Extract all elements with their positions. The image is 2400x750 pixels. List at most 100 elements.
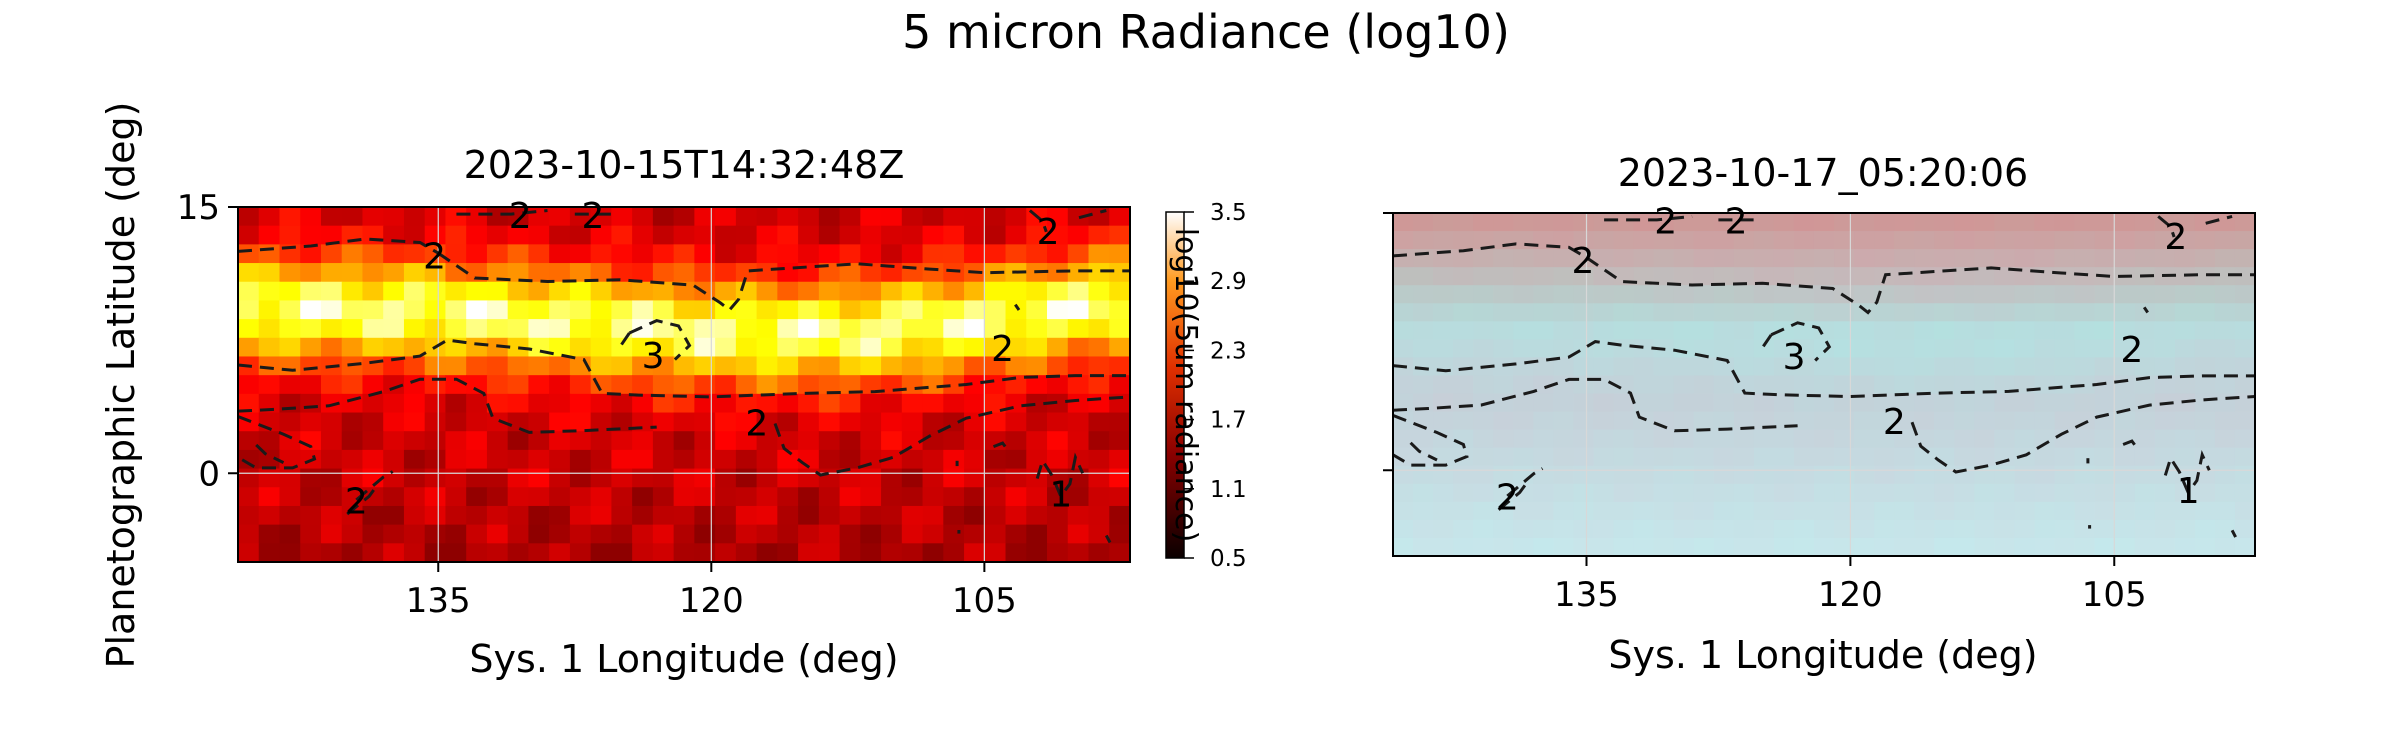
heatmap-cell	[383, 412, 405, 432]
heatmap-cell	[486, 505, 509, 526]
heatmap-cell	[901, 356, 924, 376]
heatmap-cell	[2034, 429, 2056, 449]
heatmap-cell	[383, 375, 405, 395]
heatmap-cell	[922, 300, 944, 320]
heatmap-cell	[735, 449, 758, 470]
heatmap-cell	[1005, 468, 1027, 488]
heatmap-cell	[611, 375, 633, 395]
heatmap-cell	[1673, 411, 1695, 431]
heatmap-cell	[590, 263, 612, 283]
heatmap-cell	[1109, 281, 1130, 302]
heatmap-cell	[2234, 357, 2255, 377]
heatmap-cell	[860, 281, 882, 302]
heatmap-cell	[320, 319, 343, 339]
heatmap-cell	[1693, 321, 1715, 340]
heatmap-cell	[1109, 225, 1130, 245]
heatmap-cell	[341, 319, 364, 339]
heatmap-cell	[1433, 303, 1454, 322]
heatmap-cell	[1813, 213, 1835, 232]
heatmap-cell	[2014, 267, 2036, 286]
heatmap-cell	[1533, 393, 1554, 413]
heatmap-cell	[279, 487, 301, 507]
heatmap-cell	[798, 356, 820, 376]
heatmap-cell	[1834, 249, 1855, 268]
heatmap-cell	[1067, 244, 1090, 264]
heatmap-cell	[673, 225, 695, 245]
heatmap-cell	[507, 375, 530, 395]
heatmap-cell	[1653, 519, 1675, 539]
heatmap-cell	[1047, 319, 1069, 339]
heatmap-cell	[486, 543, 509, 562]
heatmap-cell	[1633, 537, 1655, 556]
heatmap-cell	[507, 487, 530, 507]
contour-line	[2230, 529, 2237, 538]
heatmap-cell	[1088, 543, 1110, 562]
contour-line	[1393, 414, 1469, 467]
heatmap-cell	[1934, 357, 1955, 377]
heatmap-cell	[1974, 447, 1995, 467]
heatmap-cell	[1513, 339, 1534, 359]
heatmap-cell	[238, 449, 260, 470]
heatmap-cell	[881, 225, 903, 245]
heatmap-cell	[1834, 519, 1855, 539]
heatmap-cell	[1088, 524, 1110, 544]
heatmap-cell	[2014, 231, 2036, 250]
heatmap-cell	[2214, 393, 2236, 413]
heatmap-cell	[1854, 447, 1875, 467]
heatmap-cell	[2134, 339, 2156, 359]
heatmap-cell	[1393, 447, 1414, 467]
heatmap-cell	[777, 281, 799, 302]
heatmap-cell	[798, 412, 820, 432]
heatmap-cell	[2214, 519, 2236, 539]
heatmap-cell	[1854, 339, 1875, 359]
contour-line	[2163, 450, 2211, 496]
heatmap-cell	[984, 225, 1007, 245]
heatmap-cell	[1793, 483, 1815, 503]
heatmap-cell	[1493, 483, 1514, 503]
heatmap-cell	[2074, 249, 2096, 268]
heatmap-cell	[881, 207, 903, 227]
heatmap-cell	[611, 524, 633, 544]
heatmap-cell	[632, 300, 654, 320]
heatmap-cell	[1854, 249, 1875, 268]
heatmap-cell	[1433, 213, 1454, 232]
heatmap-cell	[1513, 285, 1534, 304]
heatmap-cell	[1533, 429, 1554, 449]
heatmap-cell	[1894, 483, 1915, 503]
heatmap-cell	[1974, 285, 1995, 304]
heatmap-cell	[300, 524, 322, 544]
heatmap-cell	[1954, 357, 1975, 377]
heatmap-cell	[1673, 321, 1695, 340]
heatmap-cell	[1673, 375, 1695, 395]
right-x-ticks: 135 120 105	[1554, 556, 2147, 615]
heatmap-cell	[1533, 321, 1554, 340]
heatmap-cell	[1573, 357, 1595, 377]
heatmap-cell	[777, 431, 799, 451]
heatmap-cell	[1533, 213, 1554, 232]
heatmap-cell	[300, 300, 322, 320]
heatmap-cell	[528, 263, 550, 283]
heatmap-cell	[2234, 447, 2255, 467]
heatmap-cell	[1693, 249, 1715, 268]
heatmap-cell	[1088, 319, 1110, 339]
heatmap-cell	[1793, 267, 1815, 286]
heatmap-cell	[362, 449, 384, 470]
heatmap-cell	[735, 543, 758, 562]
heatmap-cell	[1613, 429, 1635, 449]
heatmap-cell	[2154, 339, 2176, 359]
heatmap-cell	[2034, 249, 2056, 268]
x-tick-label: 135	[1554, 575, 1619, 615]
right-heatmap	[1393, 213, 2255, 556]
heatmap-cell	[839, 487, 861, 507]
heatmap-cell	[1954, 483, 1975, 503]
heatmap-cell	[1553, 393, 1575, 413]
heatmap-cell	[1954, 303, 1975, 322]
heatmap-cell	[735, 244, 758, 264]
heatmap-cell	[1954, 447, 1975, 467]
heatmap-cell	[1894, 501, 1915, 521]
heatmap-cell	[1914, 249, 1935, 268]
heatmap-cell	[860, 431, 882, 451]
heatmap-cell	[1088, 337, 1110, 358]
heatmap-cell	[424, 393, 447, 414]
heatmap-cell	[549, 300, 571, 320]
